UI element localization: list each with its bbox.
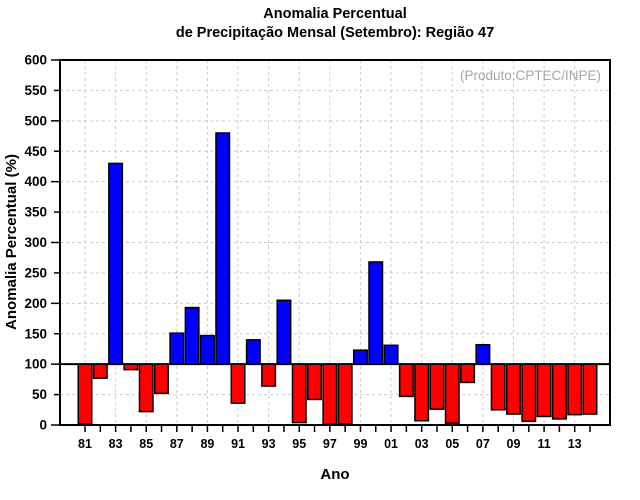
bar-92 [245,339,261,365]
x-tick-label: 05 [445,437,459,451]
bar-01 [383,344,399,365]
x-tick-label: 11 [537,437,550,451]
x-tick-label: 97 [323,437,337,451]
x-tick-label: 93 [262,437,276,451]
x-tick-label: 91 [231,437,245,451]
y-tick-label: 300 [24,235,47,250]
bar-83 [108,162,124,365]
bar-98 [337,363,353,425]
bar-81 [77,363,93,425]
bar-84 [123,363,139,371]
bar-97 [322,363,338,426]
y-tick-label: 600 [24,53,47,68]
bar-02 [398,363,414,398]
y-tick-label: 0 [39,418,47,433]
bar-96 [307,363,323,401]
bar-90 [215,132,231,365]
x-tick-label: 13 [568,437,582,451]
y-tick-label: 500 [24,113,47,128]
bar-88 [184,306,200,365]
bar-14 [582,363,598,415]
bar-86 [154,363,170,395]
bar-00 [368,261,384,365]
x-tick-label: 01 [384,437,398,451]
x-tick-label: 87 [170,437,184,451]
bar-12 [551,363,567,420]
x-tick-label: 07 [476,437,490,451]
bar-03 [414,363,430,422]
bar-94 [276,299,292,365]
y-axis-title: Anomalia Percentual (%) [3,154,20,330]
bars-group [77,132,598,426]
y-tick-label: 400 [24,174,47,189]
bar-82 [92,363,108,379]
axis-ticks-group [51,59,591,432]
y-tick-label: 350 [24,205,47,220]
gridlines-group [60,60,610,425]
bar-04 [429,363,445,410]
y-tick-label: 150 [24,326,47,341]
x-tick-label: 83 [109,437,123,451]
bar-08 [490,363,506,411]
bar-95 [291,363,307,424]
y-tick-label: 100 [24,357,47,372]
y-tick-label: 250 [24,265,47,280]
bar-11 [536,363,552,418]
chart-title-line1: Anomalia Percentual [263,6,406,22]
x-axis-title: Ano [320,466,349,483]
bar-89 [199,334,215,365]
x-tick-label: 09 [507,437,521,451]
y-tick-label: 50 [32,387,47,402]
bar-09 [505,363,521,415]
y-tick-label: 450 [24,144,47,159]
chart-title-line2: de Precipitação Mensal (Setembro): Regiã… [176,25,494,41]
x-tick-label: 89 [200,437,214,451]
x-tick-label: 85 [139,437,153,451]
product-annotation: (Produto:CPTEC/INPE) [460,68,601,83]
x-tick-label: 99 [354,437,368,451]
bar-93 [261,363,277,387]
bar-10 [521,363,537,423]
bar-05 [444,363,460,424]
bar-91 [230,363,246,404]
x-tick-label: 95 [292,437,306,451]
bar-07 [475,343,491,365]
bar-85 [138,363,154,413]
bar-06 [460,363,476,384]
x-tick-label: 03 [415,437,429,451]
y-tick-label: 550 [24,83,47,98]
x-tick-label: 81 [78,437,92,451]
bar-87 [169,332,185,365]
bar-13 [567,363,583,416]
bar-99 [352,349,368,365]
y-tick-label: 200 [24,296,47,311]
